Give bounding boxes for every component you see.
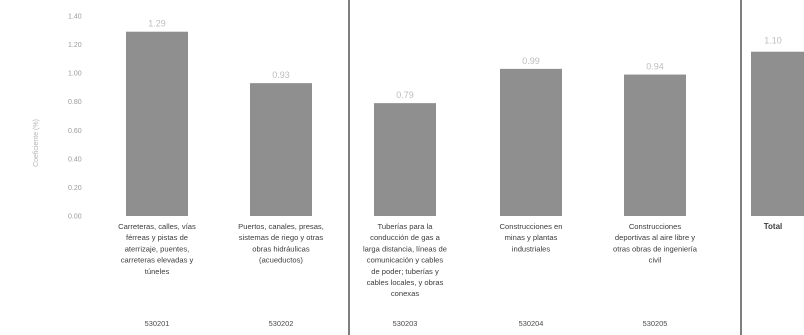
total-category-label: Total (764, 222, 783, 231)
bar-value-label: 0.79 (396, 90, 414, 100)
category-label: férreas y pistas de (126, 233, 188, 242)
category-label: deportivas al aire libre y (615, 233, 695, 242)
y-tick-label: 1.20 (68, 42, 82, 49)
category-code: 530201 (145, 319, 170, 328)
category-label: minas y plantas (505, 233, 558, 242)
category-label: cables locales, y obras (367, 278, 444, 287)
y-tick-label: 0.20 (68, 185, 82, 192)
category-code: 530202 (269, 319, 294, 328)
category-label: otras obras de ingeniería (613, 244, 698, 253)
category-label: Tuberías para la (377, 222, 433, 231)
bar (126, 31, 188, 217)
category-label: civil (649, 256, 662, 265)
category-label: larga distancia, líneas de (363, 244, 447, 253)
category-code: 530203 (393, 319, 418, 328)
y-tick-label: 0.40 (68, 156, 82, 163)
bar-value-label: 0.99 (522, 56, 540, 66)
y-tick-label: 1.00 (68, 71, 82, 78)
category-label: conexas (391, 289, 419, 298)
bar-value-label: 0.94 (646, 62, 664, 72)
category-code: 530205 (643, 319, 668, 328)
total-value-label: 1.10 (764, 36, 782, 46)
bar (374, 103, 436, 216)
bar (624, 74, 686, 216)
category-label: Puertos, canales, presas, (238, 222, 324, 231)
category-label: conducción de gas a (370, 233, 440, 242)
category-label: túneles (145, 267, 170, 276)
y-tick-label: 1.40 (68, 14, 82, 21)
y-tick-label: 0.80 (68, 99, 82, 106)
category-label: comunicación y cables (367, 256, 444, 265)
category-label: carreteras elevadas y (121, 256, 194, 265)
y-tick-label: 0.00 (68, 214, 82, 221)
category-label: Construcciones (629, 222, 682, 231)
category-code: 530204 (519, 319, 544, 328)
bar-value-label: 1.29 (148, 19, 166, 29)
category-label: Carreteras, calles, vías (118, 222, 196, 231)
category-label: (acueductos) (259, 256, 303, 265)
y-axis-label: Coeficiente (%) (33, 119, 40, 167)
bar-value-label: 0.93 (272, 70, 290, 80)
bar (250, 83, 312, 217)
total-bar (751, 51, 804, 216)
category-label: aterrizaje, puentes, (125, 244, 190, 253)
category-label: sistemas de riego y otras (239, 233, 324, 242)
category-label: obras hidráulicas (252, 244, 310, 253)
category-label: de poder; tuberías y (371, 267, 439, 276)
y-tick-label: 0.60 (68, 128, 82, 135)
category-label: industriales (512, 244, 551, 253)
bar (500, 68, 562, 216)
category-label: Construcciones en (500, 222, 563, 231)
